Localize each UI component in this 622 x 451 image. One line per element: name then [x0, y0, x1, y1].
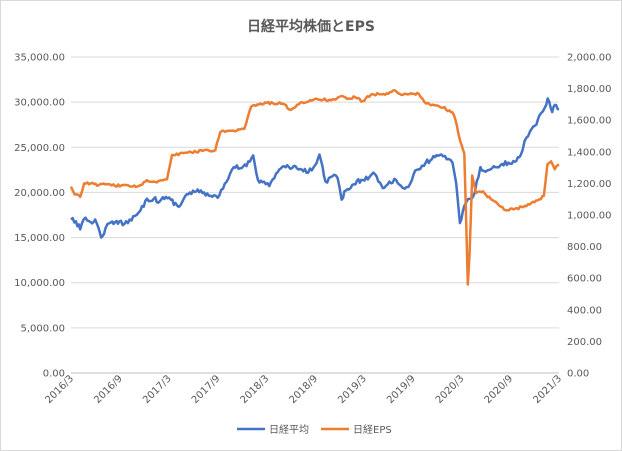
- y2-tick-label: 0.00: [567, 369, 589, 380]
- y1-tick-label: 25,000.00: [14, 143, 65, 154]
- y2-tick-label: 600.00: [567, 274, 602, 285]
- gridlines: [71, 56, 559, 374]
- x-tick-label: 2021/3: [531, 373, 564, 406]
- x-tick-label: 2017/3: [141, 373, 174, 406]
- x-axis-ticks: 2016/3 2016/9 2017/3 2017/9 2018/3 2018/9 2019…: [43, 372, 564, 406]
- y2-tick-label: 800.00: [567, 242, 602, 253]
- y1-tick-label: 10,000.00: [14, 278, 65, 289]
- x-tick-label: 2019/9: [385, 373, 418, 406]
- chart-title: 日経平均株価とEPS: [247, 18, 375, 35]
- legend: 日経平均 日経EPS: [237, 423, 392, 436]
- y2-tick-label: 2,000.00: [567, 53, 612, 64]
- left-axis-ticks: 0.00 5,000.00 10,000.00 15,000.00 20,000.00 2…: [14, 53, 65, 380]
- y1-tick-label: 30,000.00: [14, 98, 65, 109]
- y2-tick-label: 1,000.00: [567, 211, 612, 222]
- y1-tick-label: 0.00: [43, 369, 65, 380]
- series-line-nikkei: [70, 97, 560, 239]
- y1-tick-label: 15,000.00: [14, 233, 65, 244]
- x-tick-label: 2019/3: [336, 373, 369, 406]
- series-line-eps: [69, 88, 560, 286]
- y1-tick-label: 20,000.00: [14, 188, 65, 199]
- x-tick-label: 2016/9: [92, 373, 125, 406]
- x-tick-label: 2018/3: [239, 373, 272, 406]
- legend-label-nikkei: 日経平均: [269, 423, 309, 436]
- x-tick-label: 2020/3: [434, 373, 467, 406]
- y1-tick-label: 5,000.00: [20, 323, 65, 334]
- y2-tick-label: 400.00: [567, 305, 602, 316]
- y2-tick-label: 1,600.00: [567, 116, 612, 127]
- y2-tick-label: 1,400.00: [567, 147, 612, 158]
- y2-tick-label: 1,200.00: [567, 179, 612, 190]
- right-axis-ticks: 0.00 200.00 400.00 600.00 800.00 1,000.00 1,20…: [567, 53, 612, 380]
- x-tick-label: 2018/9: [287, 373, 320, 406]
- y2-tick-label: 1,800.00: [567, 84, 612, 95]
- series-lines: [69, 88, 560, 286]
- x-tick-label: 2017/9: [190, 373, 223, 406]
- y1-tick-label: 35,000.00: [14, 53, 65, 64]
- legend-label-eps: 日経EPS: [353, 423, 392, 436]
- y2-tick-label: 200.00: [567, 337, 602, 348]
- x-tick-label: 2020/9: [483, 373, 516, 406]
